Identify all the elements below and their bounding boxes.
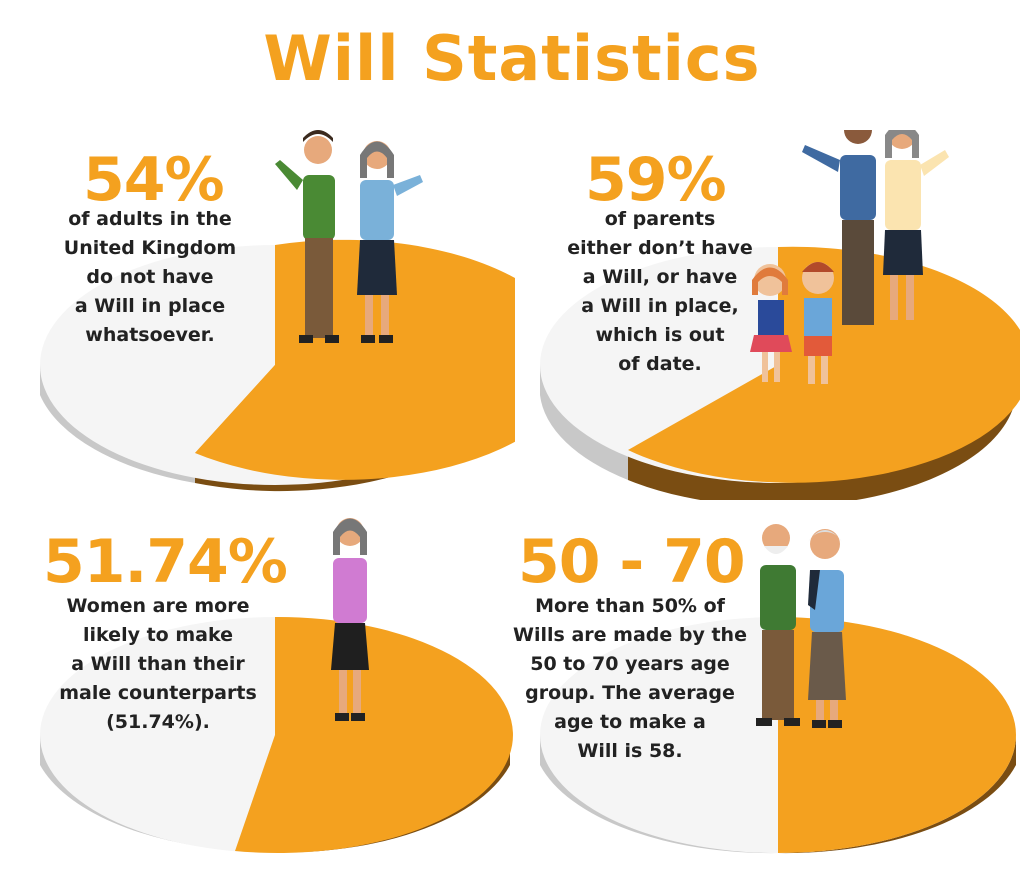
description-line: a Will in place, (581, 295, 739, 317)
description-line: likely to make (83, 624, 233, 646)
stat-description: of adults in the United Kingdom do not h… (55, 205, 245, 350)
pie-chart (540, 617, 1016, 854)
description-line: (51.74%). (106, 711, 210, 733)
description-line: of adults in the (68, 208, 232, 230)
stat-panel-parents: 59% of parents either don’t have a Will,… (540, 130, 1020, 510)
stat-description: of parents either don’t have a Will, or … (550, 205, 770, 379)
description-line: Wills are made by the (513, 624, 747, 646)
description-line: whatsoever. (85, 324, 215, 346)
pie-chart (40, 616, 513, 853)
description-line: age to make a (554, 711, 706, 733)
description-line: More than 50% of (535, 595, 725, 617)
description-line: either don’t have (567, 237, 753, 259)
description-line: group. The average (525, 682, 735, 704)
stat-panel-women: 51.74% Women are more likely to make a W… (35, 510, 515, 890)
description-line: which is out (595, 324, 725, 346)
description-line: 50 to 70 years age (530, 653, 730, 675)
stat-description: More than 50% of Wills are made by the 5… (510, 592, 750, 766)
description-line: of parents (604, 208, 716, 230)
stat-description: Women are more likely to make a Will tha… (43, 592, 273, 737)
description-line: a Will in place (74, 295, 226, 317)
description-line: a Will, or have (582, 266, 738, 288)
stat-panel-age-group: 50 - 70 More than 50% of Wills are made … (513, 510, 1020, 890)
stat-value: 51.74% (43, 527, 288, 597)
description-line: of date. (618, 353, 702, 375)
description-line: do not have (86, 266, 214, 288)
description-line: Women are more (66, 595, 250, 617)
stat-value: 54% (83, 145, 225, 215)
description-line: United Kingdom (63, 237, 237, 259)
stat-value: 50 - 70 (518, 527, 746, 597)
page-title: Will Statistics (263, 22, 761, 95)
description-line: Will is 58. (577, 740, 683, 762)
description-line: male counterparts (59, 682, 257, 704)
stat-panel-adults: 54% of adults in the United Kingdom do n… (35, 130, 515, 510)
description-line: a Will than their (71, 653, 245, 675)
stat-value: 59% (585, 145, 727, 215)
